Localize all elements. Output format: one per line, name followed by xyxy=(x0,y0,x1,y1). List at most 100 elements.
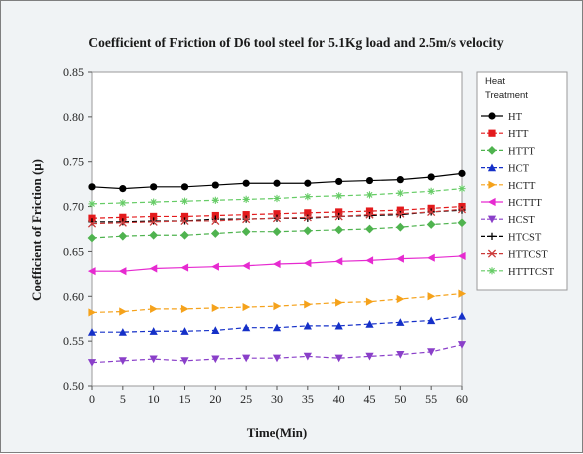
data-point xyxy=(273,179,281,187)
data-point xyxy=(396,176,404,184)
data-point xyxy=(457,311,467,320)
data-point xyxy=(303,352,312,361)
legend-item: HTTCST xyxy=(481,249,548,261)
data-point xyxy=(396,254,404,263)
data-point xyxy=(180,304,189,313)
data-point xyxy=(427,253,435,262)
data-point xyxy=(149,217,158,226)
data-point xyxy=(396,318,405,326)
data-point xyxy=(396,209,405,218)
legend-item: HT xyxy=(481,112,523,123)
data-point xyxy=(396,351,405,359)
legend-marker xyxy=(488,129,496,137)
axes-layer: 0.50 0.55 0.60 0.65 0.70 0.75 0.80 0.85 0 5 10 15 20… xyxy=(63,65,468,406)
legend-item: HTT xyxy=(481,129,529,140)
legend-item: HCT xyxy=(481,163,530,175)
legend-label: HT xyxy=(508,112,523,123)
series-httt xyxy=(87,218,467,243)
data-point xyxy=(458,289,467,298)
data-point xyxy=(365,224,374,234)
data-point xyxy=(150,183,158,191)
data-point xyxy=(273,194,281,203)
legend-item: HTTTCST xyxy=(481,267,555,278)
data-point xyxy=(149,355,158,364)
data-point xyxy=(180,230,189,240)
data-point xyxy=(426,220,436,229)
legend-label: HTTCST xyxy=(508,250,548,261)
data-point xyxy=(427,207,436,217)
series-hct xyxy=(87,311,467,336)
x-tick-label: 30 xyxy=(271,392,283,406)
data-point xyxy=(180,197,189,205)
data-point xyxy=(272,259,281,269)
series-hcttt xyxy=(87,251,466,276)
data-point xyxy=(365,210,374,219)
data-point xyxy=(304,193,312,201)
legend-title-line-1: Heat xyxy=(485,76,505,87)
y-tick-label: 0.65 xyxy=(63,244,84,258)
y-tick-label: 0.80 xyxy=(63,110,84,124)
data-point xyxy=(87,219,97,228)
data-point xyxy=(334,212,343,221)
legend-item: HCTT xyxy=(481,180,536,192)
data-point xyxy=(242,211,250,219)
legend-label: HTCST xyxy=(508,232,542,243)
data-point xyxy=(150,304,158,313)
data-point xyxy=(118,218,127,227)
series-htttcst xyxy=(88,185,466,208)
data-point xyxy=(87,233,97,243)
data-point xyxy=(335,177,343,186)
data-point xyxy=(118,328,127,336)
data-point xyxy=(365,319,374,328)
legend-label: HCTTT xyxy=(508,198,542,209)
legend-marker xyxy=(488,267,496,275)
data-point xyxy=(457,205,467,214)
data-point xyxy=(334,354,343,363)
data-point xyxy=(242,261,250,270)
legend-marker xyxy=(488,232,496,240)
data-point xyxy=(210,229,220,238)
data-point xyxy=(334,321,343,330)
data-point xyxy=(180,327,189,335)
data-point xyxy=(88,183,96,191)
legend-marker xyxy=(487,215,497,224)
data-point xyxy=(88,308,97,317)
y-tick-label: 0.75 xyxy=(63,155,84,169)
data-point xyxy=(118,357,127,365)
legend-marker xyxy=(487,146,497,155)
data-point xyxy=(119,213,127,221)
data-point xyxy=(365,297,374,306)
x-tick-label: 45 xyxy=(364,392,376,406)
data-point xyxy=(457,218,467,228)
data-point xyxy=(242,215,251,224)
data-point xyxy=(272,214,282,223)
data-point xyxy=(458,169,466,177)
x-tick-label: 55 xyxy=(425,392,437,406)
data-point xyxy=(303,321,312,330)
x-axis-label: Time(Min) xyxy=(247,425,307,440)
data-point xyxy=(119,199,127,207)
data-point xyxy=(427,348,436,357)
data-point xyxy=(180,212,189,221)
data-point xyxy=(458,185,466,193)
data-point xyxy=(118,231,128,241)
data-point xyxy=(242,179,250,187)
data-point xyxy=(149,264,158,273)
legend: Heat Treatment HT HTT HTTT HCT HCTT HCTTT HCST… xyxy=(476,71,568,291)
legend-item: HTCST xyxy=(481,232,542,243)
x-tick-label: 40 xyxy=(333,392,345,406)
x-tick-label: 10 xyxy=(148,392,160,406)
x-tick-label: 50 xyxy=(394,392,406,406)
data-point xyxy=(87,359,97,367)
series-httcst xyxy=(87,205,467,228)
legend-item: HCST xyxy=(481,215,535,226)
data-point xyxy=(211,326,220,334)
data-point xyxy=(427,187,435,195)
y-tick-label: 0.60 xyxy=(63,289,84,303)
data-point xyxy=(242,323,251,332)
data-point xyxy=(119,185,127,193)
x-tick-label: 5 xyxy=(120,392,126,406)
data-point xyxy=(303,258,312,268)
series-ht xyxy=(88,169,466,193)
x-tick-label: 60 xyxy=(456,392,468,406)
